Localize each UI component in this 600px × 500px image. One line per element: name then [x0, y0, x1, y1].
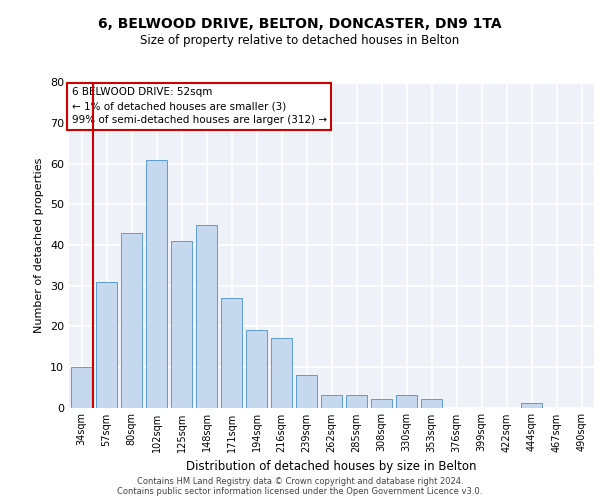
Bar: [96, 282, 117, 408]
Text: Contains public sector information licensed under the Open Government Licence v3: Contains public sector information licen…: [118, 487, 482, 496]
Bar: [171, 241, 192, 408]
Y-axis label: Number of detached properties: Number of detached properties: [34, 158, 44, 332]
Bar: [396, 396, 417, 407]
Bar: [321, 396, 342, 407]
Bar: [296, 375, 317, 408]
Bar: [346, 396, 367, 407]
Bar: [521, 404, 542, 407]
Bar: [271, 338, 292, 407]
Bar: [121, 233, 142, 408]
Text: 6, BELWOOD DRIVE, BELTON, DONCASTER, DN9 1TA: 6, BELWOOD DRIVE, BELTON, DONCASTER, DN9…: [98, 18, 502, 32]
Text: Contains HM Land Registry data © Crown copyright and database right 2024.: Contains HM Land Registry data © Crown c…: [137, 478, 463, 486]
Text: 6 BELWOOD DRIVE: 52sqm
← 1% of detached houses are smaller (3)
99% of semi-detac: 6 BELWOOD DRIVE: 52sqm ← 1% of detached …: [71, 88, 327, 126]
Bar: [371, 400, 392, 407]
Bar: [196, 224, 217, 408]
Bar: [246, 330, 267, 407]
Bar: [146, 160, 167, 408]
Text: Size of property relative to detached houses in Belton: Size of property relative to detached ho…: [140, 34, 460, 47]
X-axis label: Distribution of detached houses by size in Belton: Distribution of detached houses by size …: [186, 460, 477, 473]
Bar: [221, 298, 242, 408]
Bar: [71, 367, 92, 408]
Bar: [421, 400, 442, 407]
